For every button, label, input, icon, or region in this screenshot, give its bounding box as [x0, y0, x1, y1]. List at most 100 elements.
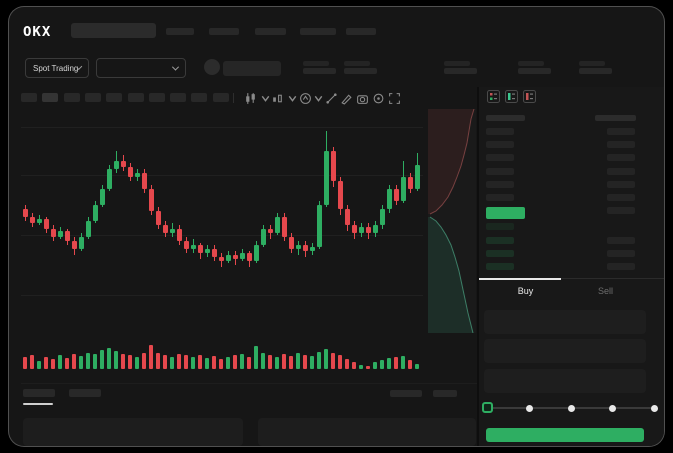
candle-body [268, 229, 273, 233]
okx-logo[interactable]: OKX [23, 24, 52, 40]
book-asks-icon[interactable] [523, 90, 536, 103]
candle-body [345, 209, 350, 225]
volume-bar [107, 348, 111, 369]
chevron-down-icon[interactable] [286, 92, 299, 105]
volume-bar [163, 355, 167, 369]
candle-body [191, 245, 196, 249]
volume-bar [380, 360, 384, 369]
fullscreen-icon[interactable] [388, 92, 401, 105]
interval-button[interactable] [42, 93, 58, 102]
stat-value-placeholder [579, 68, 612, 74]
ask-price-placeholder[interactable] [486, 194, 514, 201]
depth-bids-line [429, 216, 474, 333]
tab-buy[interactable]: Buy [517, 286, 534, 296]
volume-bar [191, 357, 195, 369]
volume-bar [310, 356, 314, 369]
bid-price-placeholder[interactable] [486, 223, 514, 230]
chevron-down-icon[interactable] [259, 92, 272, 105]
slider-stop-dot[interactable] [567, 404, 575, 412]
chevron-down-icon[interactable] [312, 92, 325, 105]
nav-item-placeholder[interactable] [300, 28, 336, 35]
total-input[interactable] [484, 369, 646, 393]
bid-price-placeholder[interactable] [486, 263, 514, 270]
candle-body [65, 231, 70, 241]
market-type-select[interactable]: Spot Trading [25, 58, 89, 78]
interval-button[interactable] [85, 93, 101, 102]
candle-body [177, 229, 182, 241]
depth-chart [428, 109, 476, 333]
interval-button[interactable] [128, 93, 144, 102]
candle-body [303, 245, 308, 251]
volume-bar [72, 354, 76, 369]
candle-body [79, 237, 84, 249]
candle-body [23, 209, 28, 217]
volume-bar [373, 362, 377, 369]
volume-bar [135, 357, 139, 369]
book-bids-icon[interactable] [505, 90, 518, 103]
chevron-down-icon [171, 63, 180, 71]
candle-body [37, 219, 42, 223]
ask-price-placeholder[interactable] [486, 181, 514, 188]
bottom-tab-active[interactable] [23, 389, 55, 397]
interval-button[interactable] [213, 93, 229, 102]
ask-price-placeholder[interactable] [486, 154, 514, 161]
tab-sell[interactable]: Sell [597, 286, 613, 296]
bid-price-placeholder[interactable] [486, 237, 514, 244]
interval-button[interactable] [170, 93, 186, 102]
nav-item-placeholder[interactable] [346, 28, 376, 35]
slider-stop-dot[interactable] [650, 404, 658, 412]
nav-item-placeholder[interactable] [209, 28, 239, 35]
ask-amount-placeholder [607, 181, 635, 188]
interval-button[interactable] [21, 93, 37, 102]
candle-body [156, 211, 161, 225]
target-icon[interactable] [372, 92, 385, 105]
candle-body [142, 173, 147, 189]
search-input[interactable] [71, 23, 156, 38]
amount-slider-handle[interactable] [482, 402, 493, 413]
ask-price-placeholder[interactable] [486, 141, 514, 148]
volume-bar [23, 357, 27, 369]
volume-bar [170, 357, 174, 369]
pair-select[interactable] [96, 58, 186, 78]
bid-price-placeholder[interactable] [486, 250, 514, 257]
volume-bar [387, 358, 391, 369]
volume-bar [86, 353, 90, 369]
volume-bar [254, 346, 258, 369]
brush-icon[interactable] [340, 92, 353, 105]
book-split-icon[interactable] [487, 90, 500, 103]
ask-amount-placeholder [607, 194, 635, 201]
interval-button[interactable] [149, 93, 165, 102]
price-input[interactable] [484, 310, 646, 334]
candle-body [121, 161, 126, 167]
pair-name-placeholder [223, 61, 281, 76]
candle-body [387, 189, 392, 209]
chart-style-icon[interactable] [244, 92, 257, 105]
volume-bar [51, 359, 55, 369]
nav-item-placeholder[interactable] [255, 28, 286, 35]
slider-stop-dot[interactable] [526, 404, 533, 412]
slider-stop-dot[interactable] [609, 404, 616, 412]
candle-body [324, 151, 329, 205]
amount-input[interactable] [484, 339, 646, 363]
chart-gridline [21, 295, 423, 296]
ask-price-placeholder[interactable] [486, 128, 514, 135]
volume-bar [37, 361, 41, 369]
camera-icon[interactable] [356, 92, 369, 105]
candle-body [331, 151, 336, 181]
volume-bar [261, 353, 265, 369]
candlestick-chart[interactable] [21, 109, 423, 333]
compare-icon[interactable] [271, 92, 284, 105]
bottom-action-placeholder[interactable] [433, 390, 457, 397]
bottom-tab[interactable] [69, 389, 101, 397]
indicators-icon[interactable] [299, 92, 312, 105]
ask-price-placeholder[interactable] [486, 168, 514, 175]
buy-submit-button[interactable] [486, 428, 644, 442]
bottom-action-placeholder[interactable] [390, 390, 422, 397]
interval-button[interactable] [106, 93, 122, 102]
trend-line-icon[interactable] [325, 92, 338, 105]
last-price-badge[interactable] [486, 207, 525, 219]
nav-item-placeholder[interactable] [166, 28, 194, 35]
interval-button[interactable] [64, 93, 80, 102]
volume-bar [345, 359, 349, 369]
interval-button[interactable] [191, 93, 207, 102]
